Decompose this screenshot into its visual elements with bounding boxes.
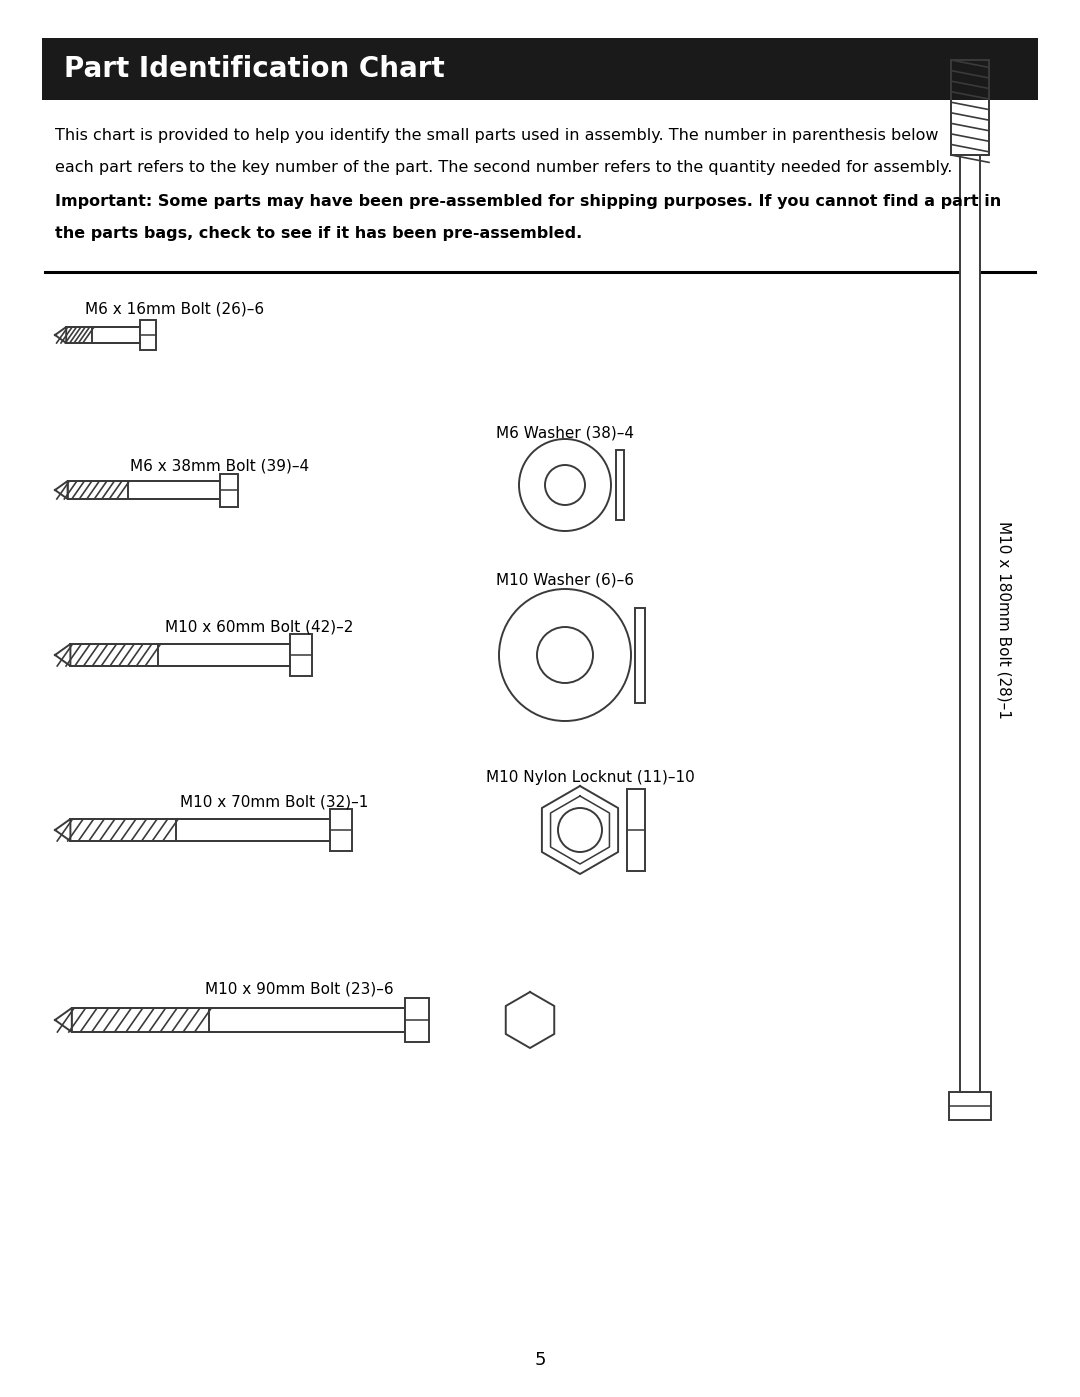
Text: M6 x 38mm Bolt (39)–4: M6 x 38mm Bolt (39)–4 [130,458,309,474]
Bar [70,819,330,841]
Text: M10 x 90mm Bolt (23)–6: M10 x 90mm Bolt (23)–6 [205,982,393,997]
Polygon shape [542,787,618,875]
Text: each part refers to the key number of the part. The second number refers to the : each part refers to the key number of th… [55,161,953,175]
Text: M10 x 70mm Bolt (32)–1: M10 x 70mm Bolt (32)–1 [180,793,368,809]
Polygon shape [55,644,70,666]
Bar [960,155,980,1092]
Text: M10 x 180mm Bolt (28)–1: M10 x 180mm Bolt (28)–1 [996,521,1011,719]
Text: M10 x 60mm Bolt (42)–2: M10 x 60mm Bolt (42)–2 [165,619,353,634]
Bar [68,481,220,499]
Circle shape [519,439,611,531]
Text: 5: 5 [535,1351,545,1369]
Polygon shape [55,481,68,499]
Polygon shape [55,327,66,344]
Bar [616,450,624,520]
Bar [951,60,989,155]
Bar [71,1009,405,1032]
Bar [951,60,989,155]
Text: the parts bags, check to see if it has been pre-assembled.: the parts bags, check to see if it has b… [55,226,582,242]
Bar [635,608,645,703]
Polygon shape [55,819,70,841]
Bar [330,809,352,851]
Bar [405,997,429,1042]
Circle shape [499,590,631,721]
Polygon shape [55,1009,71,1032]
Bar [291,634,312,676]
Text: M6 x 16mm Bolt (26)–6: M6 x 16mm Bolt (26)–6 [85,302,265,317]
Bar [949,1092,991,1120]
Text: M10 Nylon Locknut (11)–10: M10 Nylon Locknut (11)–10 [486,770,694,785]
Bar [627,789,645,870]
Bar [70,644,291,666]
Text: M6 Washer (38)–4: M6 Washer (38)–4 [496,425,634,440]
Bar [140,320,156,351]
Text: M10 Washer (6)–6: M10 Washer (6)–6 [496,571,634,587]
Text: Part Identification Chart: Part Identification Chart [64,54,445,82]
Polygon shape [505,992,554,1048]
Text: Important: Some parts may have been pre-assembled for shipping purposes. If you : Important: Some parts may have been pre-… [55,194,1001,210]
Bar [220,474,238,507]
Bar [42,38,1038,101]
Text: This chart is provided to help you identify the small parts used in assembly. Th: This chart is provided to help you ident… [55,129,939,142]
Bar [66,327,140,344]
